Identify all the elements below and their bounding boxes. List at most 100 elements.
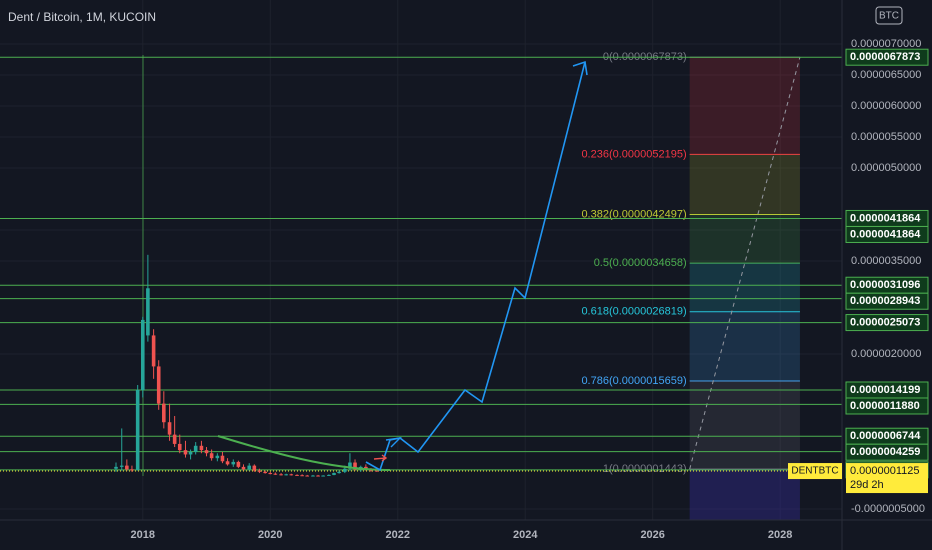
- x-tick-label: 2026: [640, 529, 664, 541]
- candle-body: [279, 474, 283, 476]
- candle-body: [332, 473, 336, 475]
- candle-body: [193, 445, 198, 452]
- x-tick-label: 2020: [258, 529, 282, 541]
- candle-body: [369, 469, 373, 471]
- curve-drawing: [217, 435, 391, 471]
- candle-body: [321, 475, 325, 477]
- price-label: 0.0000025073: [845, 314, 929, 332]
- candle-body: [177, 443, 182, 451]
- fib-zone: [689, 154, 800, 215]
- last-price-box: [846, 463, 928, 494]
- candle-body: [348, 462, 352, 469]
- candle-body: [316, 475, 320, 477]
- candle-body: [353, 462, 357, 470]
- x-tick-label: 2018: [131, 529, 155, 541]
- candle-body: [231, 461, 236, 465]
- countdown-text: 29d 2h: [850, 479, 884, 491]
- price-label-text: 0.0000041864: [850, 212, 921, 224]
- fib-label: 0.236(0.0000052195): [581, 148, 686, 160]
- x-tick-label: 2022: [385, 529, 409, 541]
- price-label-text: 0.0000041864: [850, 228, 921, 240]
- candles: [114, 254, 379, 477]
- candle-body: [215, 455, 220, 459]
- candle-body: [146, 288, 150, 336]
- candle-body: [241, 466, 246, 470]
- candle-body: [236, 461, 241, 467]
- candle-body: [204, 450, 209, 454]
- last-price-text: 0.0000001125: [850, 465, 920, 477]
- candle-body: [343, 468, 347, 472]
- symbol-tag-text: DENTBTC: [791, 466, 838, 477]
- candle-body: [225, 461, 230, 465]
- price-label-text: 0.0000004259: [850, 446, 920, 458]
- chart-title: Dent / Bitcoin, 1M, KUCOIN: [8, 10, 156, 24]
- candle-body: [167, 422, 172, 435]
- small-arrow: [373, 454, 388, 462]
- candle-body: [295, 474, 299, 476]
- price-label: 0.0000067873: [845, 48, 929, 66]
- price-label: 0.0000011880: [845, 397, 929, 415]
- fibonacci: 0(0.0000067873)0.236(0.0000052195)0.382(…: [581, 51, 801, 520]
- y-tick-label: 0.0000070000: [851, 38, 921, 50]
- y-tick-label: 0.0000050000: [851, 162, 921, 174]
- x-tick-label: 2028: [768, 529, 792, 541]
- candle-body: [119, 465, 124, 467]
- projection-arrow: [365, 61, 586, 472]
- candle-body: [151, 335, 156, 367]
- arrow-head: [572, 60, 588, 76]
- fib-label: 0.618(0.0000026819): [581, 306, 686, 318]
- arrow-head: [385, 437, 402, 448]
- candle-body: [311, 475, 315, 477]
- candle-body: [252, 465, 257, 471]
- fib-label: 1(0.0000001443): [603, 463, 687, 475]
- candle-body: [172, 434, 177, 444]
- price-label-box: [845, 314, 929, 332]
- fib-zone: [689, 263, 800, 312]
- y-tick-label: 0.0000060000: [851, 100, 921, 112]
- price-label-text: 0.0000006744: [850, 430, 921, 442]
- price-label-box: [845, 443, 929, 461]
- price-label: 0.0000041864: [845, 209, 929, 227]
- candle-body: [188, 451, 193, 455]
- fib-label: 0.786(0.0000015659): [581, 375, 686, 387]
- price-lines: [0, 56, 842, 472]
- fib-trend: [689, 57, 801, 470]
- candle-body: [263, 471, 267, 474]
- fib-label: 0.5(0.0000034658): [594, 257, 687, 269]
- candle-body: [130, 469, 134, 471]
- candle-body: [199, 445, 204, 451]
- candle-body: [284, 474, 288, 476]
- currency-badge[interactable]: [875, 6, 903, 25]
- y-tick-label: 0.0000055000: [851, 131, 921, 143]
- candle-body: [273, 473, 278, 475]
- candle-body: [268, 473, 273, 475]
- price-label-text: 0.0000014199: [850, 384, 920, 396]
- price-label: 0.0000014199: [845, 381, 929, 399]
- fib-zone: [689, 469, 800, 520]
- fib-label: 0.382(0.0000042497): [581, 208, 686, 220]
- price-label-box: [845, 48, 929, 66]
- fib-zone: [689, 311, 800, 381]
- y-tick-label: 0.0000035000: [851, 255, 921, 267]
- symbol-tag: [788, 463, 842, 480]
- price-label-box: [845, 225, 929, 243]
- price-label-box: [845, 397, 929, 415]
- price-label-text: 0.0000025073: [850, 316, 920, 328]
- fib-zone: [689, 57, 800, 155]
- price-label: 0.0000006744: [845, 427, 929, 445]
- candle-body: [156, 366, 161, 404]
- candle-body: [305, 475, 310, 477]
- price-label: 0.0000041864: [845, 225, 929, 243]
- candle-body: [183, 450, 188, 455]
- fib-zone: [689, 214, 800, 264]
- x-tick-label: 2024: [513, 529, 538, 541]
- candle-body: [337, 471, 341, 474]
- candle-body: [125, 465, 129, 470]
- price-label-text: 0.0000031096: [850, 279, 920, 291]
- y-tick-label: 0.0000020000: [851, 348, 921, 360]
- candle-body: [209, 453, 214, 459]
- y-tick-label: -0.0000005000: [851, 503, 925, 515]
- candle-body: [300, 475, 304, 477]
